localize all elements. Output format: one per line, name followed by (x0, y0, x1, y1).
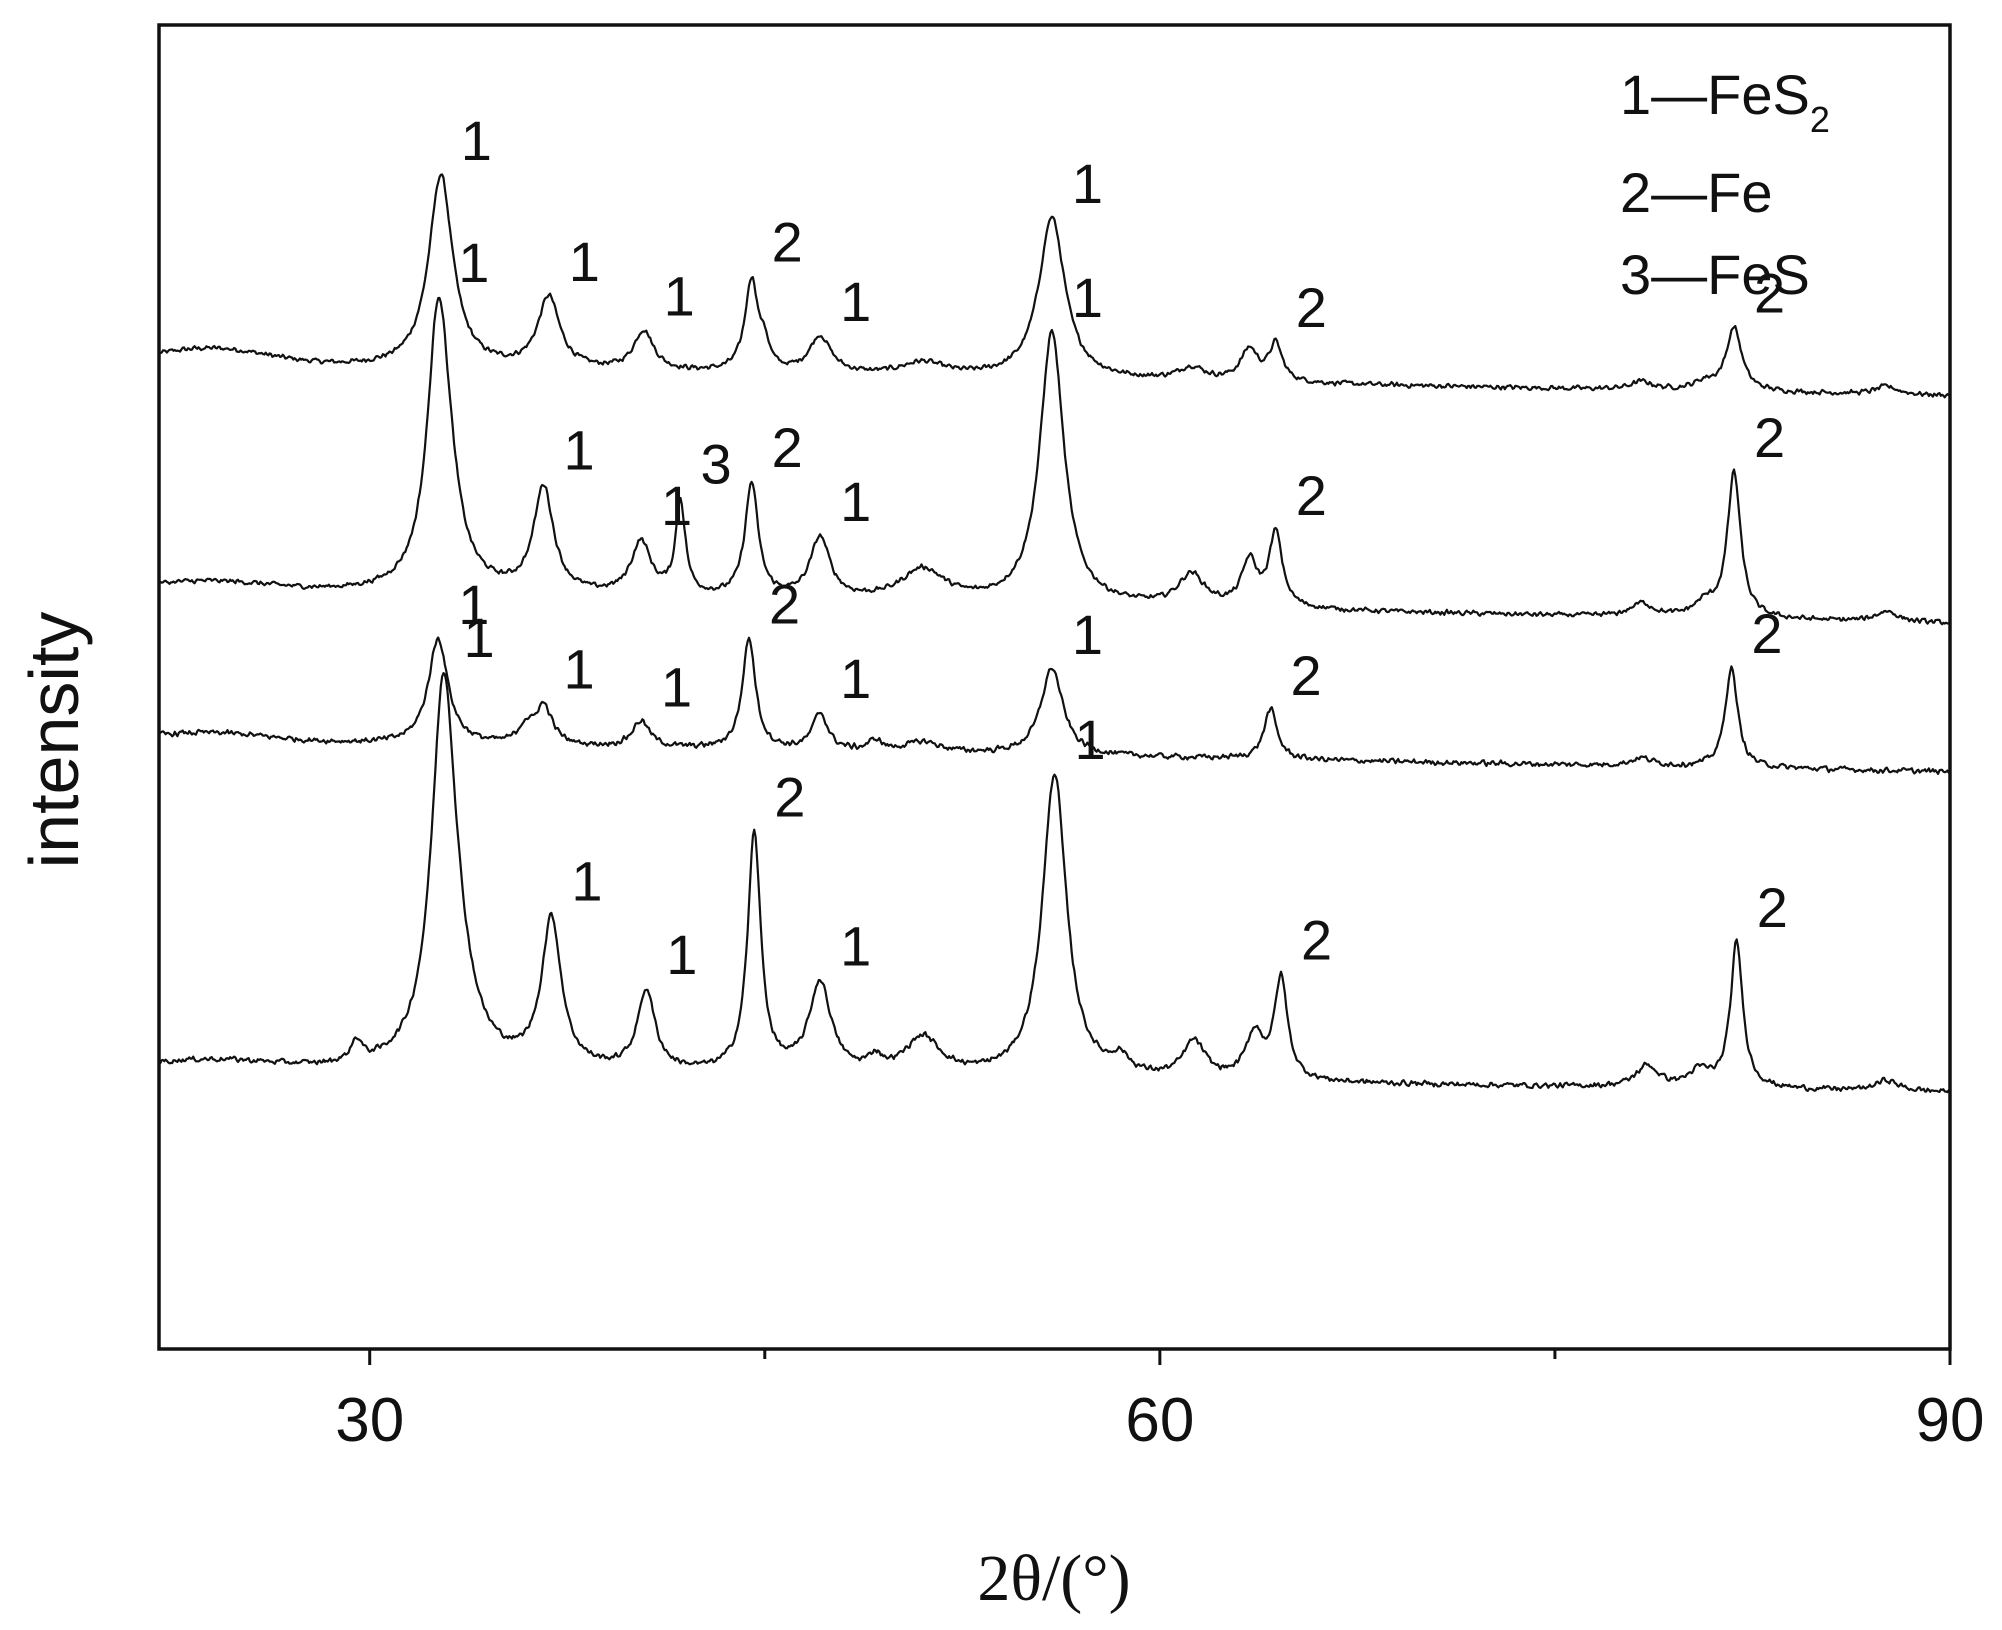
series-line-4 (158, 672, 1951, 1094)
peak-label: 2 (1291, 644, 1322, 707)
peak-label: 2 (772, 211, 803, 274)
legend-entry-3-dash: — (1651, 243, 1707, 306)
legend-entry-1-dash: — (1651, 63, 1707, 126)
peak-label: 2 (769, 573, 800, 636)
peak-label: 3 (701, 433, 732, 496)
peak-label: 1 (564, 638, 595, 701)
legend-entry-3-formula: FeS (1707, 243, 1810, 306)
x-axis-label: 2θ/(°) (977, 1542, 1130, 1615)
peak-label: 1 (1072, 603, 1103, 666)
x-tick-layer: 30 60 90 (335, 1349, 1984, 1455)
legend-entry-1-sub: 2 (1810, 99, 1830, 140)
peak-label: 1 (564, 419, 595, 482)
peak-label: 1 (571, 849, 602, 912)
series-layer (158, 173, 1951, 1094)
legend-entry-2-id: 2 (1620, 161, 1651, 224)
peak-label: 1 (1072, 266, 1103, 329)
peak-label: 1 (840, 270, 871, 333)
peak-label: 1 (840, 647, 871, 710)
legend-entry-3: 3—FeS (1620, 243, 1810, 306)
peak-label: 1 (840, 914, 871, 977)
legend-entry-2-dash: — (1651, 161, 1707, 224)
peak-label: 1 (464, 606, 495, 669)
peak-label: 2 (1301, 909, 1332, 972)
x-tick-label: 30 (335, 1386, 404, 1455)
peak-label: 1 (840, 470, 871, 533)
legend-entry-2: 2—Fe (1620, 161, 1773, 224)
peak-label: 2 (772, 416, 803, 479)
plot-frame (157, 23, 1952, 1351)
legend-entry-1: 1—FeS2 (1620, 63, 1830, 140)
y-axis-label: intensity (15, 612, 93, 869)
peak-label: 1 (461, 109, 492, 172)
x-tick-label: 60 (1125, 1386, 1194, 1455)
peak-label: 1 (458, 573, 489, 636)
peak-label: 1 (458, 231, 489, 294)
peak-label: 1 (661, 474, 692, 537)
peak-label: 2 (1754, 262, 1785, 325)
x-tick-label: 90 (1916, 1386, 1985, 1455)
series-line-2 (158, 296, 1951, 626)
peak-label: 2 (1757, 876, 1788, 939)
peak-label: 1 (1075, 708, 1106, 771)
legend-entry-2-formula: Fe (1707, 161, 1772, 224)
peak-label: 1 (569, 230, 600, 293)
legend-entry-3-id: 3 (1620, 243, 1651, 306)
peak-label: 1 (661, 655, 692, 718)
peak-label: 2 (774, 766, 805, 829)
peak-label: 2 (1754, 406, 1785, 469)
peak-label: 2 (1751, 602, 1782, 665)
series-line-3 (158, 636, 1951, 775)
peak-label: 2 (1296, 276, 1327, 339)
series-line-1 (158, 173, 1951, 399)
peak-label: 1 (666, 923, 697, 986)
legend: 1—FeS2 2—Fe 3—FeS (1620, 63, 1830, 306)
peak-label: 1 (664, 264, 695, 327)
legend-entry-1-id: 1 (1620, 63, 1651, 126)
peak-label: 1 (1072, 152, 1103, 215)
legend-entry-1-formula: FeS (1707, 63, 1810, 126)
peak-label: 2 (1296, 464, 1327, 527)
